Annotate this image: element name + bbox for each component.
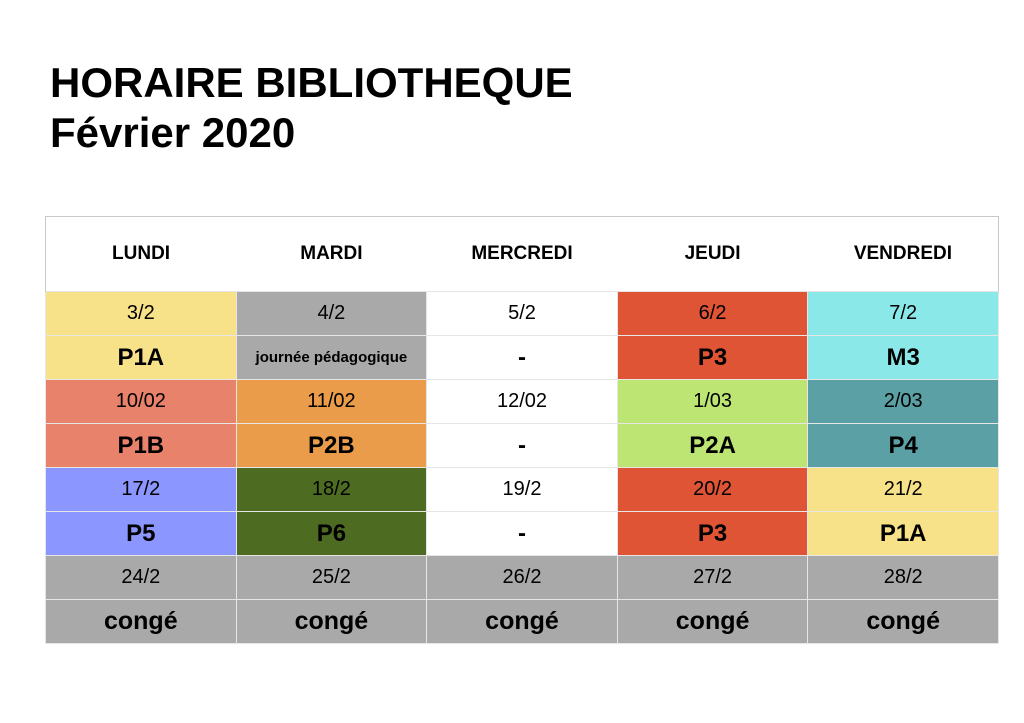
class-cell: - xyxy=(426,511,618,556)
date-cell: 3/2 xyxy=(45,291,237,336)
class-row: congé congé congé congé congé xyxy=(45,599,999,644)
class-cell: - xyxy=(426,423,618,468)
day-header-mardi: MARDI xyxy=(236,216,427,292)
class-cell: P5 xyxy=(45,511,237,556)
class-cell: P3 xyxy=(616,335,809,380)
date-cell: 1/03 xyxy=(616,379,809,424)
date-row: 17/2 18/2 19/2 20/2 21/2 xyxy=(45,467,999,512)
date-row: 24/2 25/2 26/2 27/2 28/2 xyxy=(45,555,999,600)
day-header-mercredi: MERCREDI xyxy=(426,216,618,292)
class-cell: M3 xyxy=(807,335,999,380)
class-cell: congé xyxy=(426,599,618,644)
date-cell: 10/02 xyxy=(45,379,237,424)
day-header-lundi: LUNDI xyxy=(45,216,237,292)
date-cell: 26/2 xyxy=(426,555,618,600)
title-line-1: HORAIRE BIBLIOTHEQUE xyxy=(50,59,573,106)
class-row: P1B P2B - P2A P4 xyxy=(45,423,999,468)
class-cell: congé xyxy=(45,599,237,644)
class-row: P1A journée pédagogique - P3 M3 xyxy=(45,335,999,380)
date-cell: 4/2 xyxy=(235,291,428,336)
day-header-jeudi: JEUDI xyxy=(617,216,808,292)
date-cell: 25/2 xyxy=(235,555,428,600)
date-cell: 28/2 xyxy=(807,555,999,600)
class-cell: P2B xyxy=(235,423,428,468)
class-cell: P2A xyxy=(616,423,809,468)
title-line-2: Février 2020 xyxy=(50,109,296,156)
class-cell: - xyxy=(426,335,618,380)
class-cell: P4 xyxy=(807,423,999,468)
page-title: HORAIRE BIBLIOTHEQUE Février 2020 xyxy=(50,58,573,158)
date-row: 10/02 11/02 12/02 1/03 2/03 xyxy=(45,379,999,424)
date-cell: 18/2 xyxy=(235,467,428,512)
date-cell: 12/02 xyxy=(426,379,618,424)
date-cell: 17/2 xyxy=(45,467,237,512)
date-cell: 20/2 xyxy=(616,467,809,512)
class-cell: journée pédagogique xyxy=(235,335,428,380)
date-cell: 27/2 xyxy=(616,555,809,600)
date-cell: 7/2 xyxy=(807,291,999,336)
date-cell: 21/2 xyxy=(807,467,999,512)
class-cell: congé xyxy=(235,599,428,644)
date-cell: 5/2 xyxy=(426,291,618,336)
class-cell: P1A xyxy=(45,335,237,380)
date-cell: 6/2 xyxy=(616,291,809,336)
day-header-vendredi: VENDREDI xyxy=(807,216,999,292)
class-cell: P3 xyxy=(616,511,809,556)
class-cell: congé xyxy=(807,599,999,644)
class-cell: congé xyxy=(616,599,809,644)
class-row: P5 P6 - P3 P1A xyxy=(45,511,999,556)
date-cell: 2/03 xyxy=(807,379,999,424)
date-row: 3/2 4/2 5/2 6/2 7/2 xyxy=(45,291,999,336)
schedule-table: LUNDI MARDI MERCREDI JEUDI VENDREDI 3/2 … xyxy=(45,216,999,644)
class-cell: P1A xyxy=(807,511,999,556)
class-cell: P1B xyxy=(45,423,237,468)
date-cell: 19/2 xyxy=(426,467,618,512)
date-cell: 24/2 xyxy=(45,555,237,600)
header-row: LUNDI MARDI MERCREDI JEUDI VENDREDI xyxy=(45,216,999,292)
date-cell: 11/02 xyxy=(235,379,428,424)
class-cell: P6 xyxy=(235,511,428,556)
